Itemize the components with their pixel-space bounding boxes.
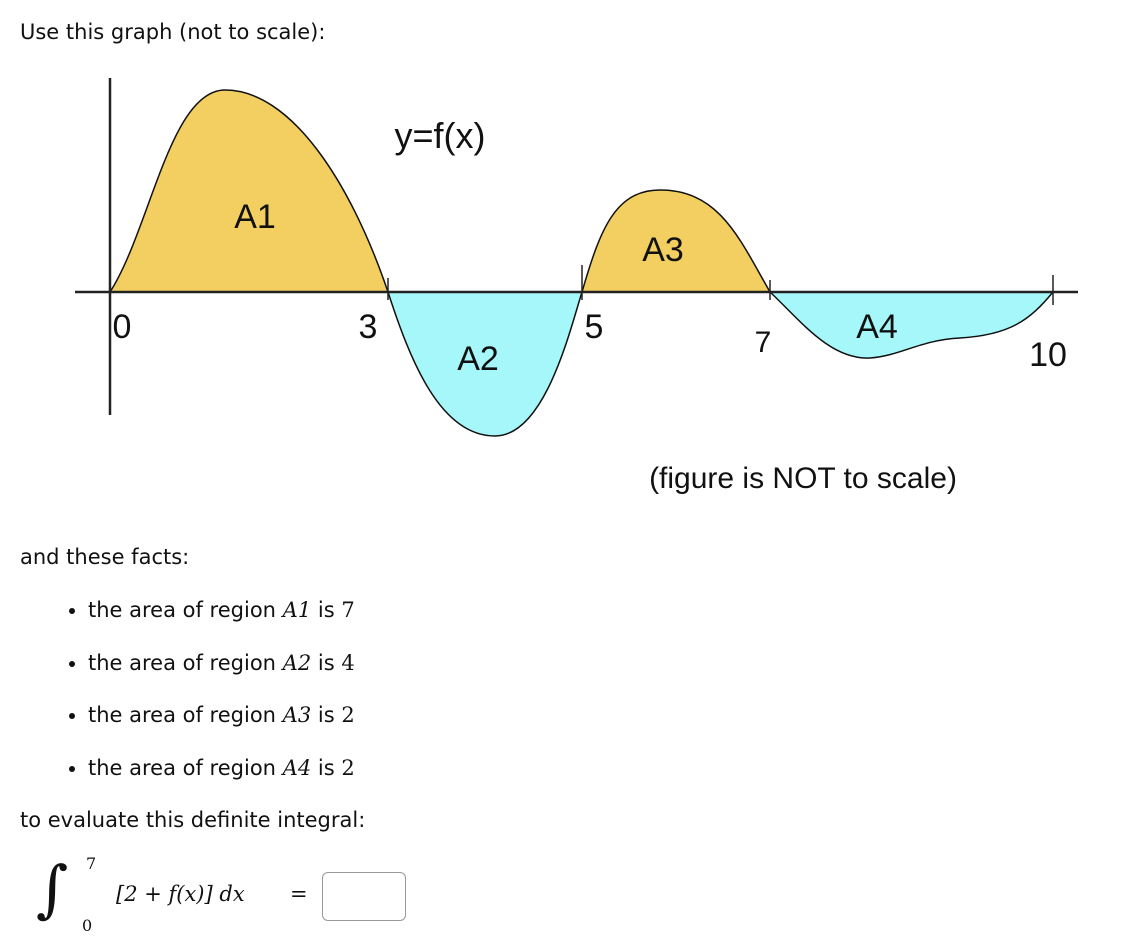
integrand: [2 + f(x)] dx bbox=[116, 882, 245, 906]
region-a4 bbox=[768, 291, 1055, 359]
fact-area: 4 bbox=[341, 650, 355, 675]
fact-text: the area of region bbox=[88, 703, 276, 727]
region-label: A4 bbox=[856, 308, 898, 346]
region-a1 bbox=[108, 89, 390, 293]
region-label: A1 bbox=[234, 198, 276, 236]
region-label: A2 bbox=[457, 340, 499, 378]
lower-limit: 0 bbox=[82, 916, 93, 935]
fact-region: A2 bbox=[282, 650, 312, 675]
fact: the area of region A3 is 2 bbox=[88, 693, 355, 746]
equals: = bbox=[290, 882, 308, 906]
fact-area: 2 bbox=[341, 703, 355, 727]
tick-label: 0 bbox=[113, 308, 132, 346]
tick-label: 5 bbox=[585, 308, 604, 346]
region-a3 bbox=[581, 189, 772, 293]
answer-input[interactable] bbox=[322, 872, 406, 921]
facts-list: the area of region A1 is 7the area of re… bbox=[58, 588, 355, 798]
outro: to evaluate this definite integral: bbox=[20, 808, 366, 832]
fact-verb: is bbox=[317, 703, 335, 727]
fact-verb: is bbox=[317, 598, 335, 622]
fact-text: the area of region bbox=[88, 755, 276, 780]
region-a2 bbox=[386, 291, 584, 437]
facts-intro: and these facts: bbox=[20, 545, 190, 569]
fact-text: the area of region bbox=[88, 598, 276, 622]
integral-sign: ∫ bbox=[36, 852, 69, 925]
fact-area: 2 bbox=[341, 755, 355, 780]
fact-text: the area of region bbox=[88, 650, 276, 675]
tick-marks bbox=[387, 265, 1054, 305]
integral: ∫ 7 0 [2 + f(x)] dx = bbox=[36, 852, 336, 942]
fact-region: A4 bbox=[282, 755, 312, 780]
fact-verb: is bbox=[317, 650, 335, 675]
intro: Use this graph (not to scale): bbox=[20, 20, 326, 44]
fact-region: A3 bbox=[282, 703, 312, 727]
note: (figure is NOT to scale) bbox=[649, 462, 957, 495]
fact: the area of region A2 is 4 bbox=[88, 641, 355, 694]
tick-label: 3 bbox=[359, 308, 378, 346]
tick-label: 10 bbox=[1029, 336, 1067, 374]
region-label: A3 bbox=[642, 231, 684, 269]
fact-verb: is bbox=[317, 755, 335, 780]
fact: the area of region A1 is 7 bbox=[88, 588, 355, 641]
curve-label: y=f(x) bbox=[394, 115, 485, 156]
fact: the area of region A4 is 2 bbox=[88, 746, 355, 799]
fact-region: A1 bbox=[282, 598, 312, 622]
upper-limit: 7 bbox=[86, 854, 97, 873]
fact-area: 7 bbox=[341, 598, 355, 622]
tick-label: 7 bbox=[755, 326, 772, 359]
graph: y=f(x) A1 A2 A3 A4 0 3 5 7 10 (figure is… bbox=[75, 78, 1078, 495]
